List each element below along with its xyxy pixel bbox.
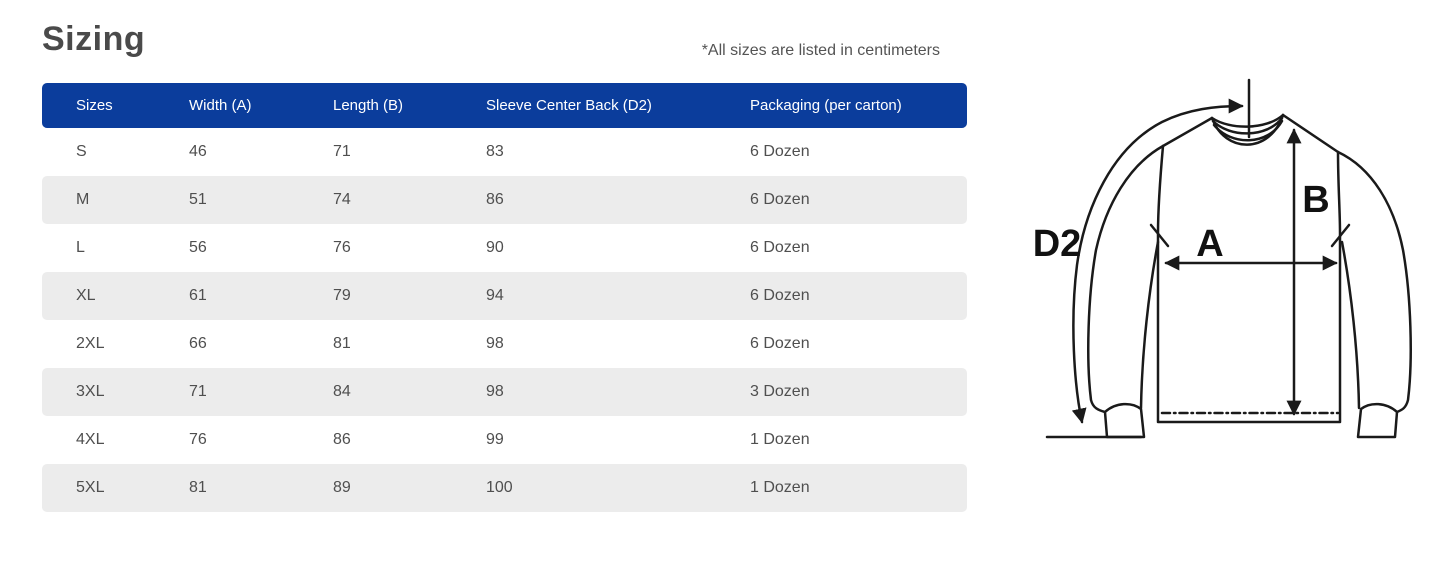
table-cell: 86 — [486, 191, 504, 208]
table-cell: 3 Dozen — [750, 383, 810, 400]
table-cell: 71 — [333, 143, 351, 160]
page-title: Sizing — [42, 20, 146, 58]
left-cuff — [1103, 402, 1146, 439]
column-header-width: Width (A) — [189, 97, 252, 114]
right-cuff — [1356, 402, 1399, 439]
table-cell: 2XL — [76, 335, 105, 352]
table-cell: 6 Dozen — [750, 143, 810, 160]
table-body: S 46 71 83 6 Dozen M 51 74 86 6 Dozen L 56 76 90 6 Doz… — [42, 128, 967, 512]
table-cell: 51 — [189, 191, 207, 208]
b-label: B — [1302, 179, 1329, 221]
table-cell: M — [76, 191, 90, 208]
shirt-measurement-diagram: D2 A B — [1033, 78, 1412, 439]
table-row: 2XL 66 81 98 6 Dozen — [42, 320, 967, 368]
table-cell: 6 Dozen — [750, 239, 810, 256]
table-cell: S — [76, 143, 87, 160]
table-row: 3XL 71 84 98 3 Dozen — [42, 368, 967, 416]
table-cell: 3XL — [76, 383, 105, 400]
table-cell: XL — [76, 287, 96, 304]
left-shoulder-seam — [1161, 116, 1214, 148]
table-cell: 5XL — [76, 479, 105, 496]
right-shoulder-seam — [1281, 113, 1340, 154]
table-cell: 79 — [333, 287, 351, 304]
table-cell: L — [76, 239, 85, 256]
table-cell: 90 — [486, 239, 504, 256]
table-cell: 76 — [333, 239, 351, 256]
right-sleeve-outer — [1336, 150, 1412, 414]
table-cell: 71 — [189, 383, 207, 400]
d2-measure-arrow — [1071, 98, 1244, 424]
table-cell: 4XL — [76, 431, 105, 448]
table-cell: 89 — [333, 479, 351, 496]
table-cell: 100 — [486, 479, 513, 496]
right-armpit-tick — [1330, 223, 1351, 248]
table-cell: 6 Dozen — [750, 191, 810, 208]
left-sleeve-inner — [1139, 240, 1160, 410]
table-row: 5XL 81 89 100 1 Dozen — [42, 464, 967, 512]
table-cell: 98 — [486, 335, 504, 352]
table-cell: 46 — [189, 143, 207, 160]
measurement-arrows — [1071, 98, 1338, 424]
table-row: 4XL 76 86 99 1 Dozen — [42, 416, 967, 464]
units-note: *All sizes are listed in centimeters — [701, 42, 940, 59]
table-cell: 6 Dozen — [750, 335, 810, 352]
column-header-sleeve: Sleeve Center Back (D2) — [486, 97, 652, 114]
table-cell: 83 — [486, 143, 504, 160]
table-cell: 99 — [486, 431, 504, 448]
table-row: L 56 76 90 6 Dozen — [42, 224, 967, 272]
table-cell: 98 — [486, 383, 504, 400]
a-label: A — [1196, 223, 1223, 265]
d2-label: D2 — [1033, 223, 1082, 265]
table-cell: 56 — [189, 239, 207, 256]
collar-top — [1210, 113, 1285, 128]
column-header-packaging: Packaging (per carton) — [750, 97, 902, 114]
left-armpit-tick — [1149, 223, 1170, 248]
table-cell: 81 — [189, 479, 207, 496]
table-row: XL 61 79 94 6 Dozen — [42, 272, 967, 320]
table-cell: 76 — [189, 431, 207, 448]
table-row: M 51 74 86 6 Dozen — [42, 176, 967, 224]
table-cell: 86 — [333, 431, 351, 448]
table-cell: 66 — [189, 335, 207, 352]
sizing-table: Sizes Width (A) Length (B) Sleeve Center… — [42, 83, 967, 512]
table-cell: 94 — [486, 287, 504, 304]
table-cell: 1 Dozen — [750, 479, 810, 496]
table-cell: 1 Dozen — [750, 431, 810, 448]
table-cell: 6 Dozen — [750, 287, 810, 304]
column-header-length: Length (B) — [333, 97, 404, 114]
table-cell: 81 — [333, 335, 351, 352]
table-row: S 46 71 83 6 Dozen — [42, 128, 967, 176]
table-cell: 84 — [333, 383, 351, 400]
column-header-sizes: Sizes — [76, 97, 113, 114]
right-sleeve-inner — [1340, 240, 1361, 410]
shirt-outline — [1045, 78, 1412, 439]
table-cell: 61 — [189, 287, 207, 304]
table-header-row: Sizes Width (A) Length (B) Sleeve Center… — [42, 83, 967, 128]
table-cell: 74 — [333, 191, 351, 208]
